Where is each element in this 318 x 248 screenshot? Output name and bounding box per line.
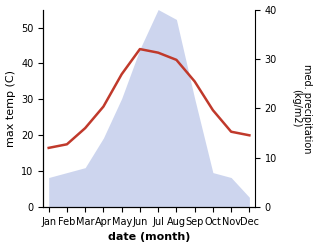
Y-axis label: med. precipitation
(kg/m2): med. precipitation (kg/m2) [291, 63, 313, 153]
Y-axis label: max temp (C): max temp (C) [5, 70, 16, 147]
X-axis label: date (month): date (month) [108, 232, 190, 243]
